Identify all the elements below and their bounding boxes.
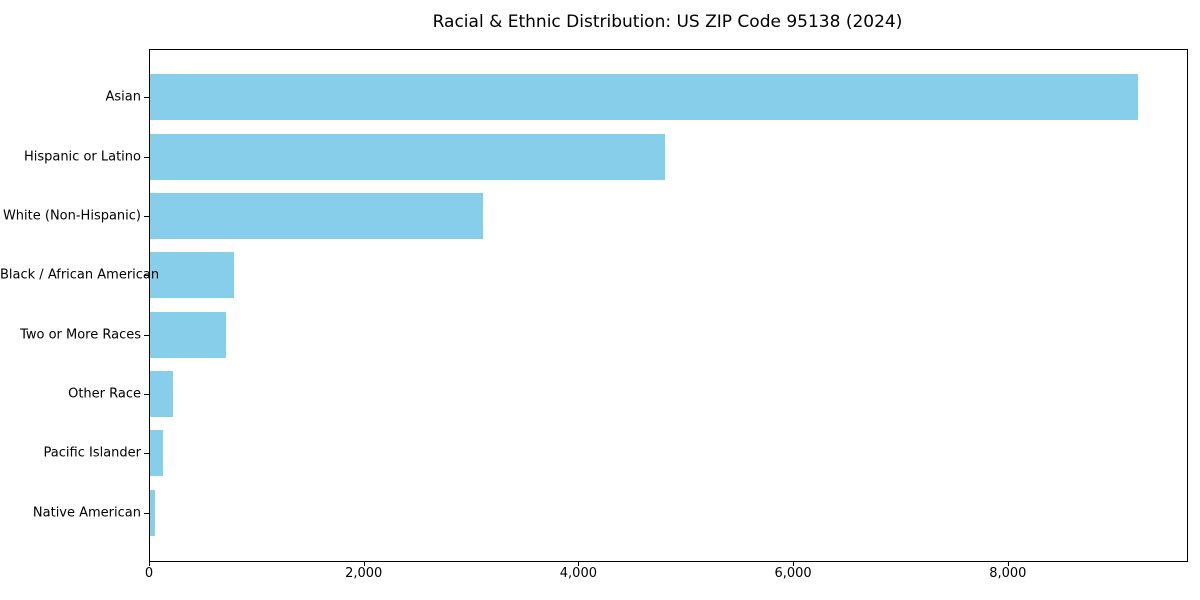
y-axis-label-native-american: Native American (32, 505, 141, 521)
bar-pacific-islander (150, 430, 163, 477)
y-axis-label-white-non-hispanic: White (Non-Hispanic) (2, 208, 141, 224)
x-tick-label-0: 0 (144, 566, 154, 581)
bar-hispanic-or-latino (150, 133, 666, 180)
y-axis-label-black-african-american: Black / African American (0, 267, 160, 283)
y-tick-mark (144, 394, 149, 396)
bar-black-african-american (150, 252, 234, 299)
y-tick-mark (144, 512, 149, 514)
bar-native-american (150, 489, 155, 536)
y-axis-label-asian: Asian (105, 89, 141, 105)
y-axis-label-hispanic-or-latino: Hispanic or Latino (23, 149, 141, 165)
x-tick-label-8-000: 8,000 (989, 566, 1027, 581)
y-tick-mark (144, 216, 149, 218)
y-axis-label-two-or-more-races: Two or More Races (20, 327, 141, 343)
y-tick-mark (144, 156, 149, 158)
bar-two-or-more-races (150, 311, 227, 358)
y-tick-mark (144, 334, 149, 336)
x-tick-mark (363, 561, 365, 566)
y-tick-mark (144, 275, 149, 277)
x-tick-label-4-000: 4,000 (559, 566, 597, 581)
plot-area (149, 49, 1188, 562)
x-tick-mark (578, 561, 580, 566)
chart-title: Racial & Ethnic Distribution: US ZIP Cod… (432, 12, 903, 32)
y-axis-label-pacific-islander: Pacific Islander (43, 445, 141, 461)
x-tick-mark (793, 561, 795, 566)
bar-white-non-hispanic (150, 193, 483, 240)
y-tick-mark (144, 97, 149, 99)
bar-asian (150, 74, 1138, 121)
x-tick-mark (1007, 561, 1009, 566)
x-tick-mark (149, 561, 150, 566)
bar-other-race (150, 371, 173, 418)
y-tick-mark (144, 453, 149, 455)
x-tick-label-2-000: 2,000 (345, 566, 383, 581)
x-tick-label-6-000: 6,000 (774, 566, 812, 581)
y-axis-label-other-race: Other Race (68, 386, 141, 402)
